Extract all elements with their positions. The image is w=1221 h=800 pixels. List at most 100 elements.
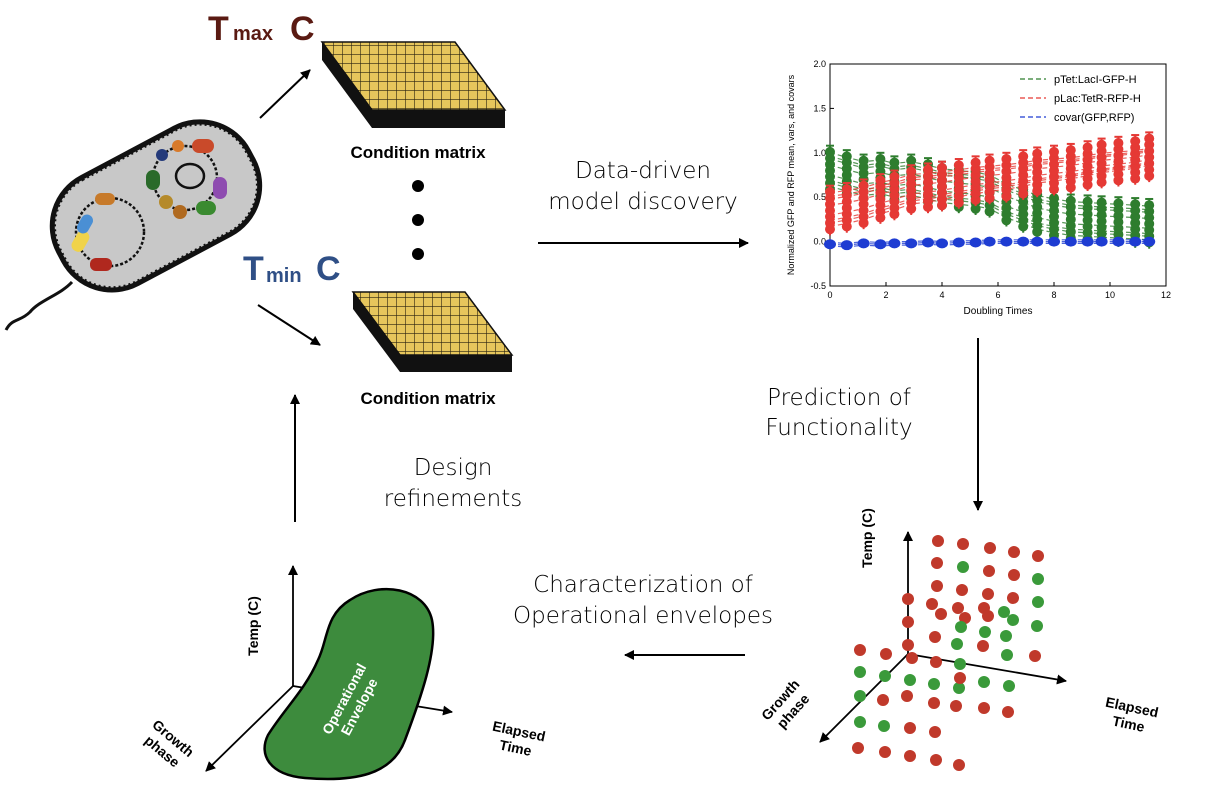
scatter-point: [1031, 620, 1043, 632]
chart-x-tick-label: 10: [1105, 290, 1115, 300]
scatter-point: [979, 626, 991, 638]
scatter-point: [1032, 596, 1044, 608]
t-max-subscript: max: [233, 23, 273, 45]
chart-point: [1064, 236, 1077, 247]
scatter-point: [902, 616, 914, 628]
t-min-unit: C: [316, 250, 341, 288]
chart-series-2: [824, 236, 1156, 251]
chart-point: [840, 240, 853, 251]
scatter-point: [902, 593, 914, 605]
chart-y-tick-label: 1.5: [813, 103, 826, 113]
scatter-point: [930, 754, 942, 766]
chart-point: [923, 164, 933, 175]
chart-point: [1049, 146, 1059, 157]
chart-x-tick-label: 12: [1161, 290, 1171, 300]
scatter-point: [954, 658, 966, 670]
chart-legend-label: pLac:TetR-RFP-H: [1054, 93, 1141, 105]
scatter-point: [1008, 569, 1020, 581]
chart-point: [841, 184, 852, 195]
design-label-line1: Design: [414, 455, 493, 481]
chart-point: [858, 155, 869, 166]
scatter-point: [854, 644, 866, 656]
scatter-point: [852, 742, 864, 754]
chart-point: [922, 237, 934, 248]
chart-point: [875, 154, 886, 165]
scatter-point: [929, 726, 941, 738]
bacterium-illustration: [4, 119, 263, 331]
scatter-point: [978, 702, 990, 714]
chart-point: [874, 239, 887, 250]
chart-point: [953, 160, 964, 171]
scatter-point: [955, 621, 967, 633]
chart-point: [1081, 236, 1094, 247]
scatter-point: [982, 610, 994, 622]
condition-scatter-plot: Temp (C) Growth phase Elapsed Time: [758, 508, 1160, 771]
chart-point: [1000, 236, 1013, 247]
chart-point: [1113, 138, 1124, 149]
scatter-point: [931, 580, 943, 592]
chart-point: [1113, 198, 1124, 209]
chart-y-tick-label: -0.5: [810, 281, 826, 291]
scatter-point: [984, 542, 996, 554]
envelope-shape: [263, 587, 435, 781]
scatter-point: [854, 690, 866, 702]
condition-matrix-top-label: Condition matrix: [350, 143, 486, 162]
scatter-point: [1000, 630, 1012, 642]
chart-point: [970, 157, 981, 168]
scatter-point: [904, 750, 916, 762]
chart-point: [825, 146, 835, 157]
scatter-point: [983, 565, 995, 577]
arrow-to-top-matrix: [259, 69, 311, 119]
chart-legend-label: pTet:LacI-GFP-H: [1054, 74, 1137, 86]
chart-point: [1144, 133, 1155, 144]
condition-matrix-top: Condition matrix: [320, 41, 507, 162]
scatter-point: [902, 639, 914, 651]
chart-x-tick-label: 6: [995, 290, 1000, 300]
chart-point: [1018, 151, 1029, 162]
data-driven-label-line1: Data-driven: [575, 158, 711, 184]
scatter-point: [953, 759, 965, 771]
chart-point: [1143, 236, 1156, 247]
chart-x-tick-label: 8: [1051, 290, 1056, 300]
scatter-point: [1003, 680, 1015, 692]
scatter-point: [904, 674, 916, 686]
scatter-point: [879, 746, 891, 758]
scatter-point: [952, 602, 964, 614]
chart-point: [1130, 136, 1141, 147]
scatter-point: [977, 640, 989, 652]
operational-envelope-plot: Operational Envelope Temp (C) Growth pha…: [142, 565, 547, 781]
design-label-line2: refinements: [384, 486, 522, 512]
chart-point: [1031, 236, 1044, 247]
chart-point: [1096, 139, 1107, 150]
envelope-temp-label: Temp (C): [245, 596, 261, 656]
scatter-point: [951, 638, 963, 650]
prediction-label-line1: Prediction of: [767, 385, 912, 411]
chart-y-axis-label: Normalized GFP and RFP mean, vars, and c…: [786, 74, 796, 275]
chart-point: [1049, 193, 1059, 204]
scatter-point: [904, 722, 916, 734]
chart-point: [937, 162, 947, 173]
chart-legend-label: covar(GFP,RFP): [1054, 112, 1134, 124]
arrow-to-bottom-matrix: [257, 304, 321, 346]
chart-point: [906, 155, 917, 166]
characterization-label-line1: Characterization of: [533, 572, 754, 598]
chart-point: [1017, 236, 1030, 247]
scatter-point: [931, 557, 943, 569]
chart-x-tick-label: 0: [827, 290, 832, 300]
chart-point: [858, 180, 869, 191]
scatter-point: [957, 561, 969, 573]
chart-y-tick-label: 0.5: [813, 192, 826, 202]
t-max-label: T max C: [208, 10, 315, 48]
scatter-point: [930, 656, 942, 668]
scatter-point: [1008, 546, 1020, 558]
chart-point: [969, 237, 982, 248]
chart-point: [936, 238, 948, 249]
scatter-point: [1002, 706, 1014, 718]
t-max-unit: C: [290, 10, 315, 48]
chart-point: [1096, 197, 1107, 208]
chart-point: [1032, 148, 1043, 159]
scatter-point: [928, 678, 940, 690]
chart-x-axis-label: Doubling Times: [964, 306, 1033, 317]
chart-y-tick-label: 0.0: [813, 237, 826, 247]
